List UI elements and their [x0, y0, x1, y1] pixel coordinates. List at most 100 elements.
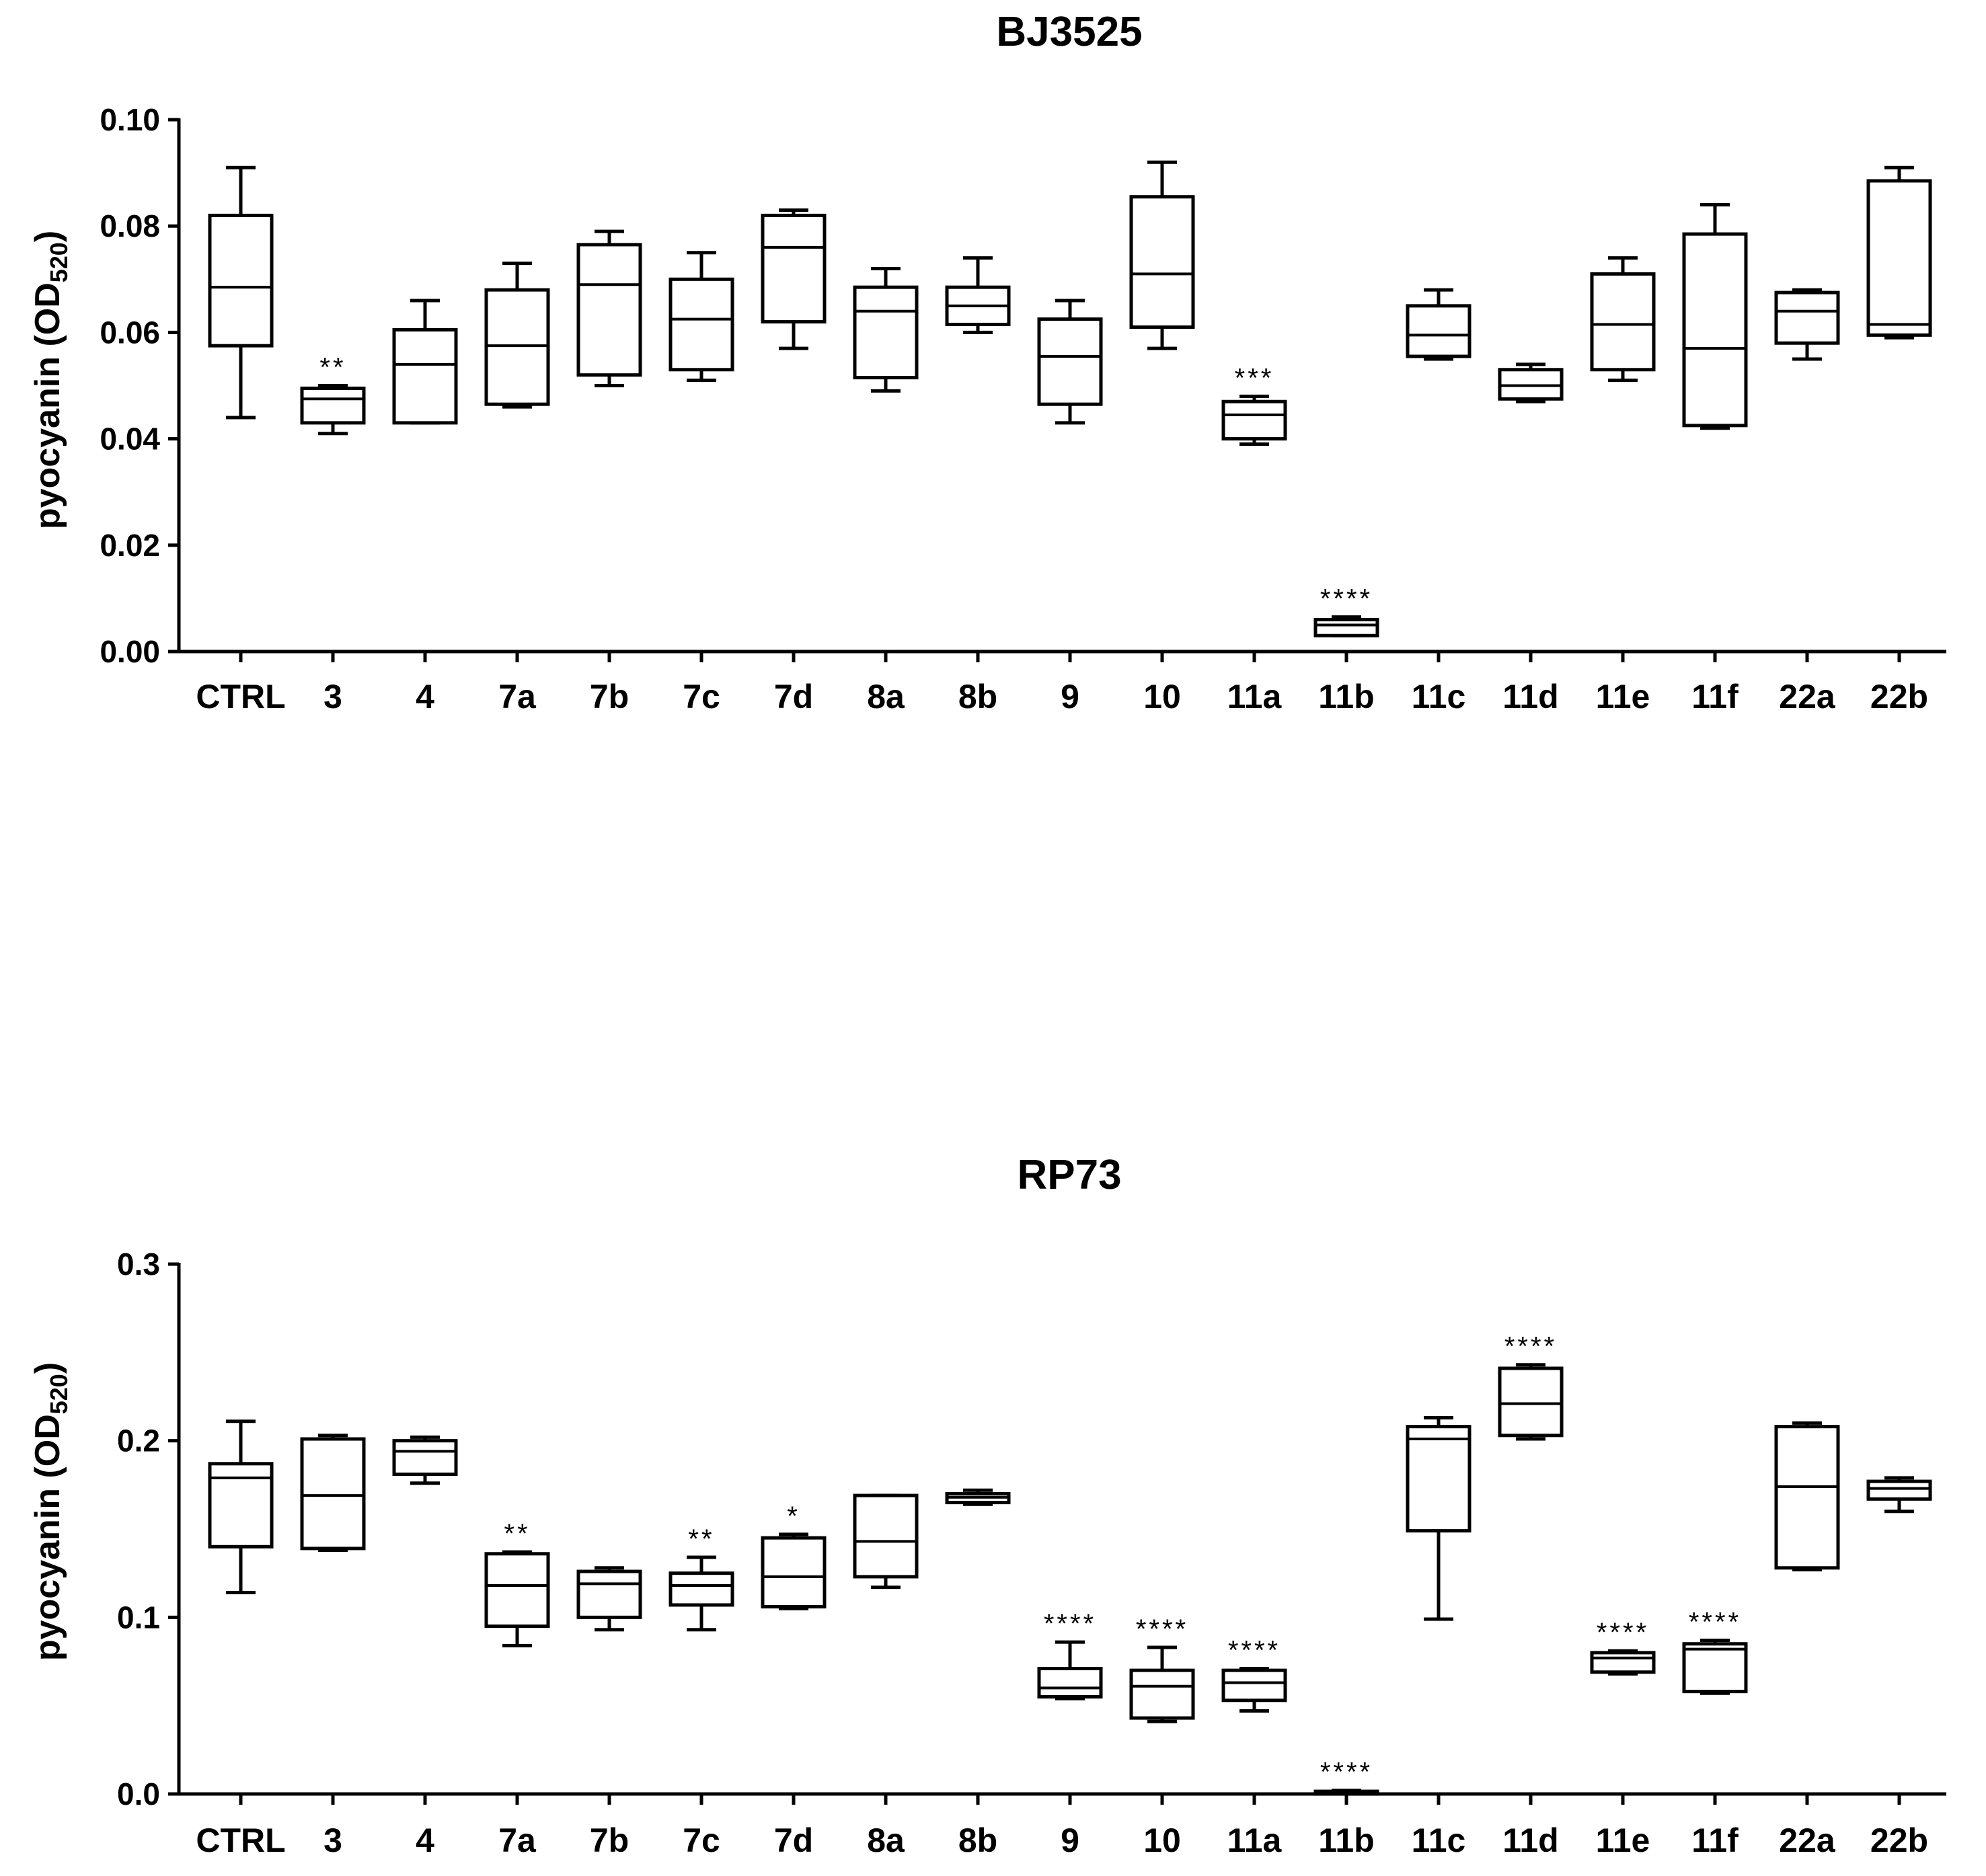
x-tick-label: 9 — [1061, 678, 1079, 715]
box-plot-11b: **** — [1313, 1758, 1379, 1796]
x-tick-label: 22b — [1870, 1822, 1928, 1859]
x-tick-label: 4 — [416, 678, 434, 715]
y-ticks: 0.00 0.02 0.04 0.06 0.08 0.10 — [100, 102, 179, 669]
y-tick-label: 0.2 — [117, 1423, 160, 1458]
box-plot-8a — [853, 266, 919, 393]
y-tick-label: 0.04 — [100, 422, 160, 457]
iqr-box — [1682, 1642, 1748, 1694]
y-tick-label: 0.10 — [100, 102, 160, 137]
x-tick-label: 11d — [1502, 678, 1558, 715]
box-plot-7a — [484, 262, 550, 409]
x-tick-label: 7d — [774, 678, 813, 715]
iqr-box — [1774, 290, 1840, 345]
iqr-box — [1313, 618, 1379, 637]
y-tick-label: 0.06 — [100, 315, 160, 350]
x-ticks: CTRL 3 4 7a 7b 7c 7d 8a 8b 9 10 11a 11b 11c 11d 11e 11f 2… — [196, 652, 1928, 715]
y-ticks: 0.0 0.1 0.2 0.3 — [117, 1247, 179, 1811]
x-tick-label: 9 — [1061, 1822, 1079, 1859]
x-tick-label: 8b — [958, 1822, 997, 1859]
box-plot-7d: * — [761, 1501, 827, 1610]
iqr-box — [576, 1569, 642, 1619]
box-plot-22a — [1774, 288, 1840, 361]
box-plot-7c: ** — [669, 1524, 734, 1632]
box-plot-11c — [1406, 1416, 1472, 1621]
x-tick-label: 8a — [867, 1822, 905, 1859]
box-plot-3: ** — [300, 353, 366, 436]
significance-label: *** — [1235, 363, 1274, 393]
x-tick-label: 7c — [683, 1822, 720, 1859]
box-plot-11a: *** — [1221, 363, 1287, 446]
iqr-box — [669, 277, 734, 372]
x-ticks: CTRL 3 4 7a 7b 7c 7d 8a 8b 9 10 11a 11b 11c 11d 11e 11f 2… — [196, 1794, 1928, 1859]
box-plot-3 — [300, 1434, 366, 1553]
significance-label: ** — [504, 1519, 530, 1549]
x-tick-label: 7d — [774, 1822, 813, 1859]
box-plot-8a — [853, 1493, 919, 1590]
box-plot-11d — [1498, 362, 1564, 403]
significance-label: ** — [319, 353, 346, 383]
x-tick-label: 7a — [498, 678, 537, 715]
y-tick-label: 0.08 — [100, 208, 160, 243]
iqr-box — [1221, 1668, 1287, 1703]
significance-label: ** — [688, 1524, 714, 1554]
x-tick-label: 10 — [1143, 1822, 1181, 1859]
box-plot-7c — [669, 251, 734, 383]
significance-label: **** — [1504, 1332, 1557, 1362]
x-tick-label: 11f — [1691, 678, 1739, 715]
x-tick-label: 11c — [1412, 1822, 1466, 1859]
box-plot-11f — [1682, 203, 1748, 430]
box-plot-4 — [392, 1435, 458, 1485]
box-plot-8b — [945, 256, 1011, 334]
x-tick-label: 11d — [1502, 1822, 1558, 1859]
iqr-box — [208, 1462, 274, 1549]
iqr-box — [669, 1571, 734, 1607]
iqr-box — [1866, 179, 1932, 337]
x-tick-label: 11a — [1227, 678, 1283, 715]
iqr-box — [1590, 1651, 1656, 1674]
x-tick-label: 7b — [590, 1822, 629, 1859]
iqr-box — [1774, 1425, 1840, 1570]
x-tick-label: CTRL — [196, 1822, 285, 1859]
iqr-box — [853, 285, 919, 380]
iqr-box — [1037, 317, 1103, 406]
x-tick-label: CTRL — [196, 678, 285, 715]
iqr-box — [1498, 1366, 1564, 1438]
chart-panel-rp73: RP73 pyocyanin (OD520) 0.0 0.1 0.2 0.3 CTRL… — [28, 1152, 1946, 1859]
box-plot-9 — [1037, 299, 1103, 425]
iqr-box — [1406, 1425, 1472, 1533]
x-tick-label: 7a — [498, 1822, 537, 1859]
y-tick-label: 0.0 — [117, 1776, 160, 1811]
box-plot-9: **** — [1037, 1609, 1103, 1701]
box-plot-7a: ** — [484, 1519, 550, 1647]
box-plot-7b — [576, 229, 642, 387]
box-plot-11c — [1406, 288, 1472, 361]
box-plot-22b — [1866, 1476, 1932, 1514]
iqr-box — [1406, 304, 1472, 358]
box-plot-11e — [1590, 256, 1656, 383]
chart-panel-bj3525: BJ3525 pyocyanin (OD520) 0.000.020.040.0… — [28, 9, 1946, 715]
y-axis-label: pyocyanin (OD520) — [28, 231, 73, 529]
significance-label: **** — [1320, 584, 1373, 614]
x-tick-label: 7b — [590, 678, 629, 715]
x-tick-label: 8b — [958, 678, 997, 715]
box-plot-4 — [392, 299, 458, 425]
iqr-box — [392, 327, 458, 425]
x-tick-label: 3 — [323, 678, 342, 715]
x-tick-label: 11c — [1412, 678, 1466, 715]
x-tick-label: 8a — [867, 678, 905, 715]
x-tick-label: 22a — [1779, 1822, 1836, 1859]
box-plot-11f: **** — [1682, 1607, 1748, 1695]
iqr-box — [853, 1493, 919, 1579]
significance-label: * — [787, 1501, 800, 1531]
x-tick-label: 11e — [1596, 678, 1650, 715]
x-tick-label: 22b — [1870, 678, 1928, 715]
chart-title: BJ3525 — [996, 9, 1142, 55]
significance-label: **** — [1597, 1618, 1649, 1647]
iqr-box — [300, 1437, 366, 1551]
box-plot-CTRL — [208, 1419, 274, 1595]
y-tick-label: 0.1 — [117, 1600, 160, 1635]
axes — [177, 118, 1946, 654]
significance-label: **** — [1228, 1636, 1281, 1666]
box-plot-11e: **** — [1590, 1618, 1656, 1676]
